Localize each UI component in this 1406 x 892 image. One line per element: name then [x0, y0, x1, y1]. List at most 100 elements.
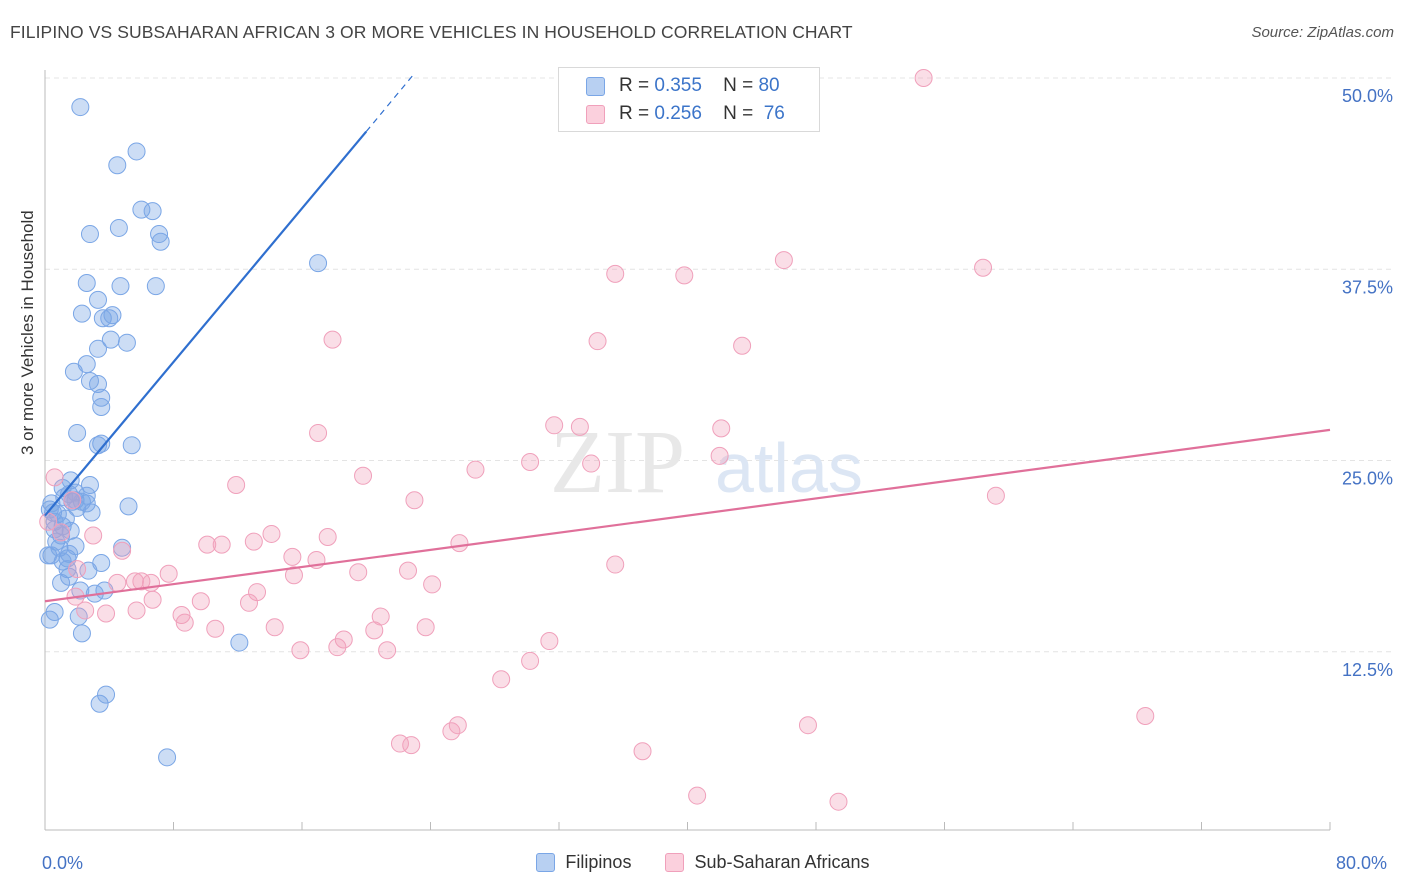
x-tick-max: 80.0% [1336, 853, 1388, 873]
subsaharan-point [774, 251, 793, 270]
filipinos-point [80, 225, 99, 244]
subsaharan-point [76, 601, 95, 620]
filipinos-point [40, 610, 59, 629]
filipinos-point [109, 218, 128, 237]
subsaharan-point [143, 590, 162, 609]
subsaharan-point [606, 264, 625, 283]
subsaharan-swatch [586, 104, 605, 124]
filipinos-point [151, 232, 170, 251]
subsaharan-point [198, 535, 217, 554]
subsaharan-point [633, 742, 652, 761]
subsaharan-point [540, 632, 559, 651]
filipinos-point [117, 333, 136, 352]
filipinos-swatch [586, 76, 605, 96]
r-label: R = [619, 103, 650, 124]
legend-item-subsaharan[interactable]: Sub-Saharan Africans [665, 852, 870, 873]
subsaharan-point [606, 555, 625, 574]
filipinos-point [100, 309, 119, 328]
filipinos-point [309, 254, 328, 273]
filipinos-point [108, 156, 127, 175]
filipinos-trend-line [44, 130, 368, 517]
subsaharan-point [265, 618, 284, 637]
filipinos-point [42, 494, 61, 513]
subsaharan-point [798, 716, 817, 735]
subsaharan-point [521, 651, 540, 670]
filipinos-point [64, 362, 83, 381]
subsaharan-point [68, 560, 87, 579]
subsaharan-point [675, 266, 694, 285]
gridlines [45, 77, 1393, 653]
subsaharan-point [262, 524, 281, 543]
filipinos-point [93, 309, 112, 328]
r-value-filipinos: 0.355 [654, 75, 702, 96]
subsaharan-point [829, 792, 848, 811]
subsaharan-point [159, 564, 178, 583]
subsaharan-point [378, 641, 397, 660]
y-tick-label: 37.5% [1342, 277, 1393, 297]
subsaharan-point [582, 454, 601, 473]
subsaharan-point [52, 523, 71, 542]
filipinos-point [89, 290, 108, 309]
subsaharan-point [710, 446, 729, 465]
subsaharan-point [39, 512, 58, 531]
chart-title: FILIPINO VS SUBSAHARAN AFRICAN 3 OR MORE… [10, 22, 853, 42]
subsaharan-point [399, 561, 418, 580]
subsaharan-point [365, 621, 384, 640]
subsaharan-point [127, 601, 146, 620]
legend-label-filipinos: Filipinos [565, 852, 632, 872]
source-credit: Source: ZipAtlas.com [1251, 24, 1394, 41]
subsaharan-point [521, 453, 540, 472]
subsaharan-point [974, 258, 993, 277]
subsaharan-point [318, 528, 337, 546]
filipinos-point [92, 397, 111, 416]
filipinos-point [132, 200, 151, 219]
filipinos-trend-extension [365, 73, 415, 132]
subsaharan-point [712, 419, 731, 438]
subsaharan-point [328, 638, 347, 657]
filipinos-point [150, 225, 169, 244]
subsaharan-trend-line [44, 428, 1331, 603]
filipinos-point [72, 624, 91, 643]
subsaharan-point [688, 786, 707, 805]
watermark-zip: ZIP [550, 413, 685, 512]
filipinos-point [72, 304, 91, 323]
subsaharan-point [986, 486, 1005, 505]
subsaharan-point [423, 575, 442, 594]
legend-row-filipinos: R = 0.355 N = 80 [586, 72, 780, 100]
y-tick-labels: 12.5% 25.0% 37.5% 50.0% [1342, 86, 1393, 680]
filipinos-point [71, 581, 90, 600]
subsaharan-point [570, 417, 589, 436]
subsaharan-point [416, 618, 435, 637]
subsaharan-point [283, 547, 302, 566]
y-tick-label: 25.0% [1342, 469, 1393, 489]
subsaharan-point [349, 563, 368, 582]
subsaharan-point [227, 475, 246, 494]
filipinos-point [68, 423, 87, 442]
filipinos-point [127, 142, 146, 161]
subsaharan-point [390, 734, 409, 753]
trend-lines [44, 73, 1331, 603]
subsaharan-point [125, 572, 144, 591]
subsaharan-point [113, 541, 132, 560]
subsaharan-point [405, 491, 424, 510]
filipinos-point [119, 497, 138, 516]
legend-item-filipinos[interactable]: Filipinos [536, 852, 631, 873]
n-label: N = [723, 75, 754, 96]
subsaharan-point [45, 468, 64, 487]
subsaharan-point [97, 604, 116, 623]
subsaharan-point [63, 491, 82, 510]
series-legend: Filipinos Sub-Saharan Africans [0, 852, 1406, 873]
subsaharan-point [354, 466, 373, 485]
n-value-filipinos: 80 [758, 75, 780, 96]
correlation-legend: R = 0.355 N = 80 R = 0.256 N = 76 [558, 67, 820, 132]
x-tick-min: 0.0% [42, 853, 84, 873]
filipinos-point [79, 561, 98, 580]
filipinos-point [97, 685, 116, 704]
subsaharan-point [442, 722, 461, 741]
subsaharan-point [309, 423, 328, 442]
filipinos-point [143, 202, 162, 221]
subsaharan-point [291, 641, 310, 660]
subsaharan-point [284, 566, 303, 585]
axes [44, 70, 1331, 831]
